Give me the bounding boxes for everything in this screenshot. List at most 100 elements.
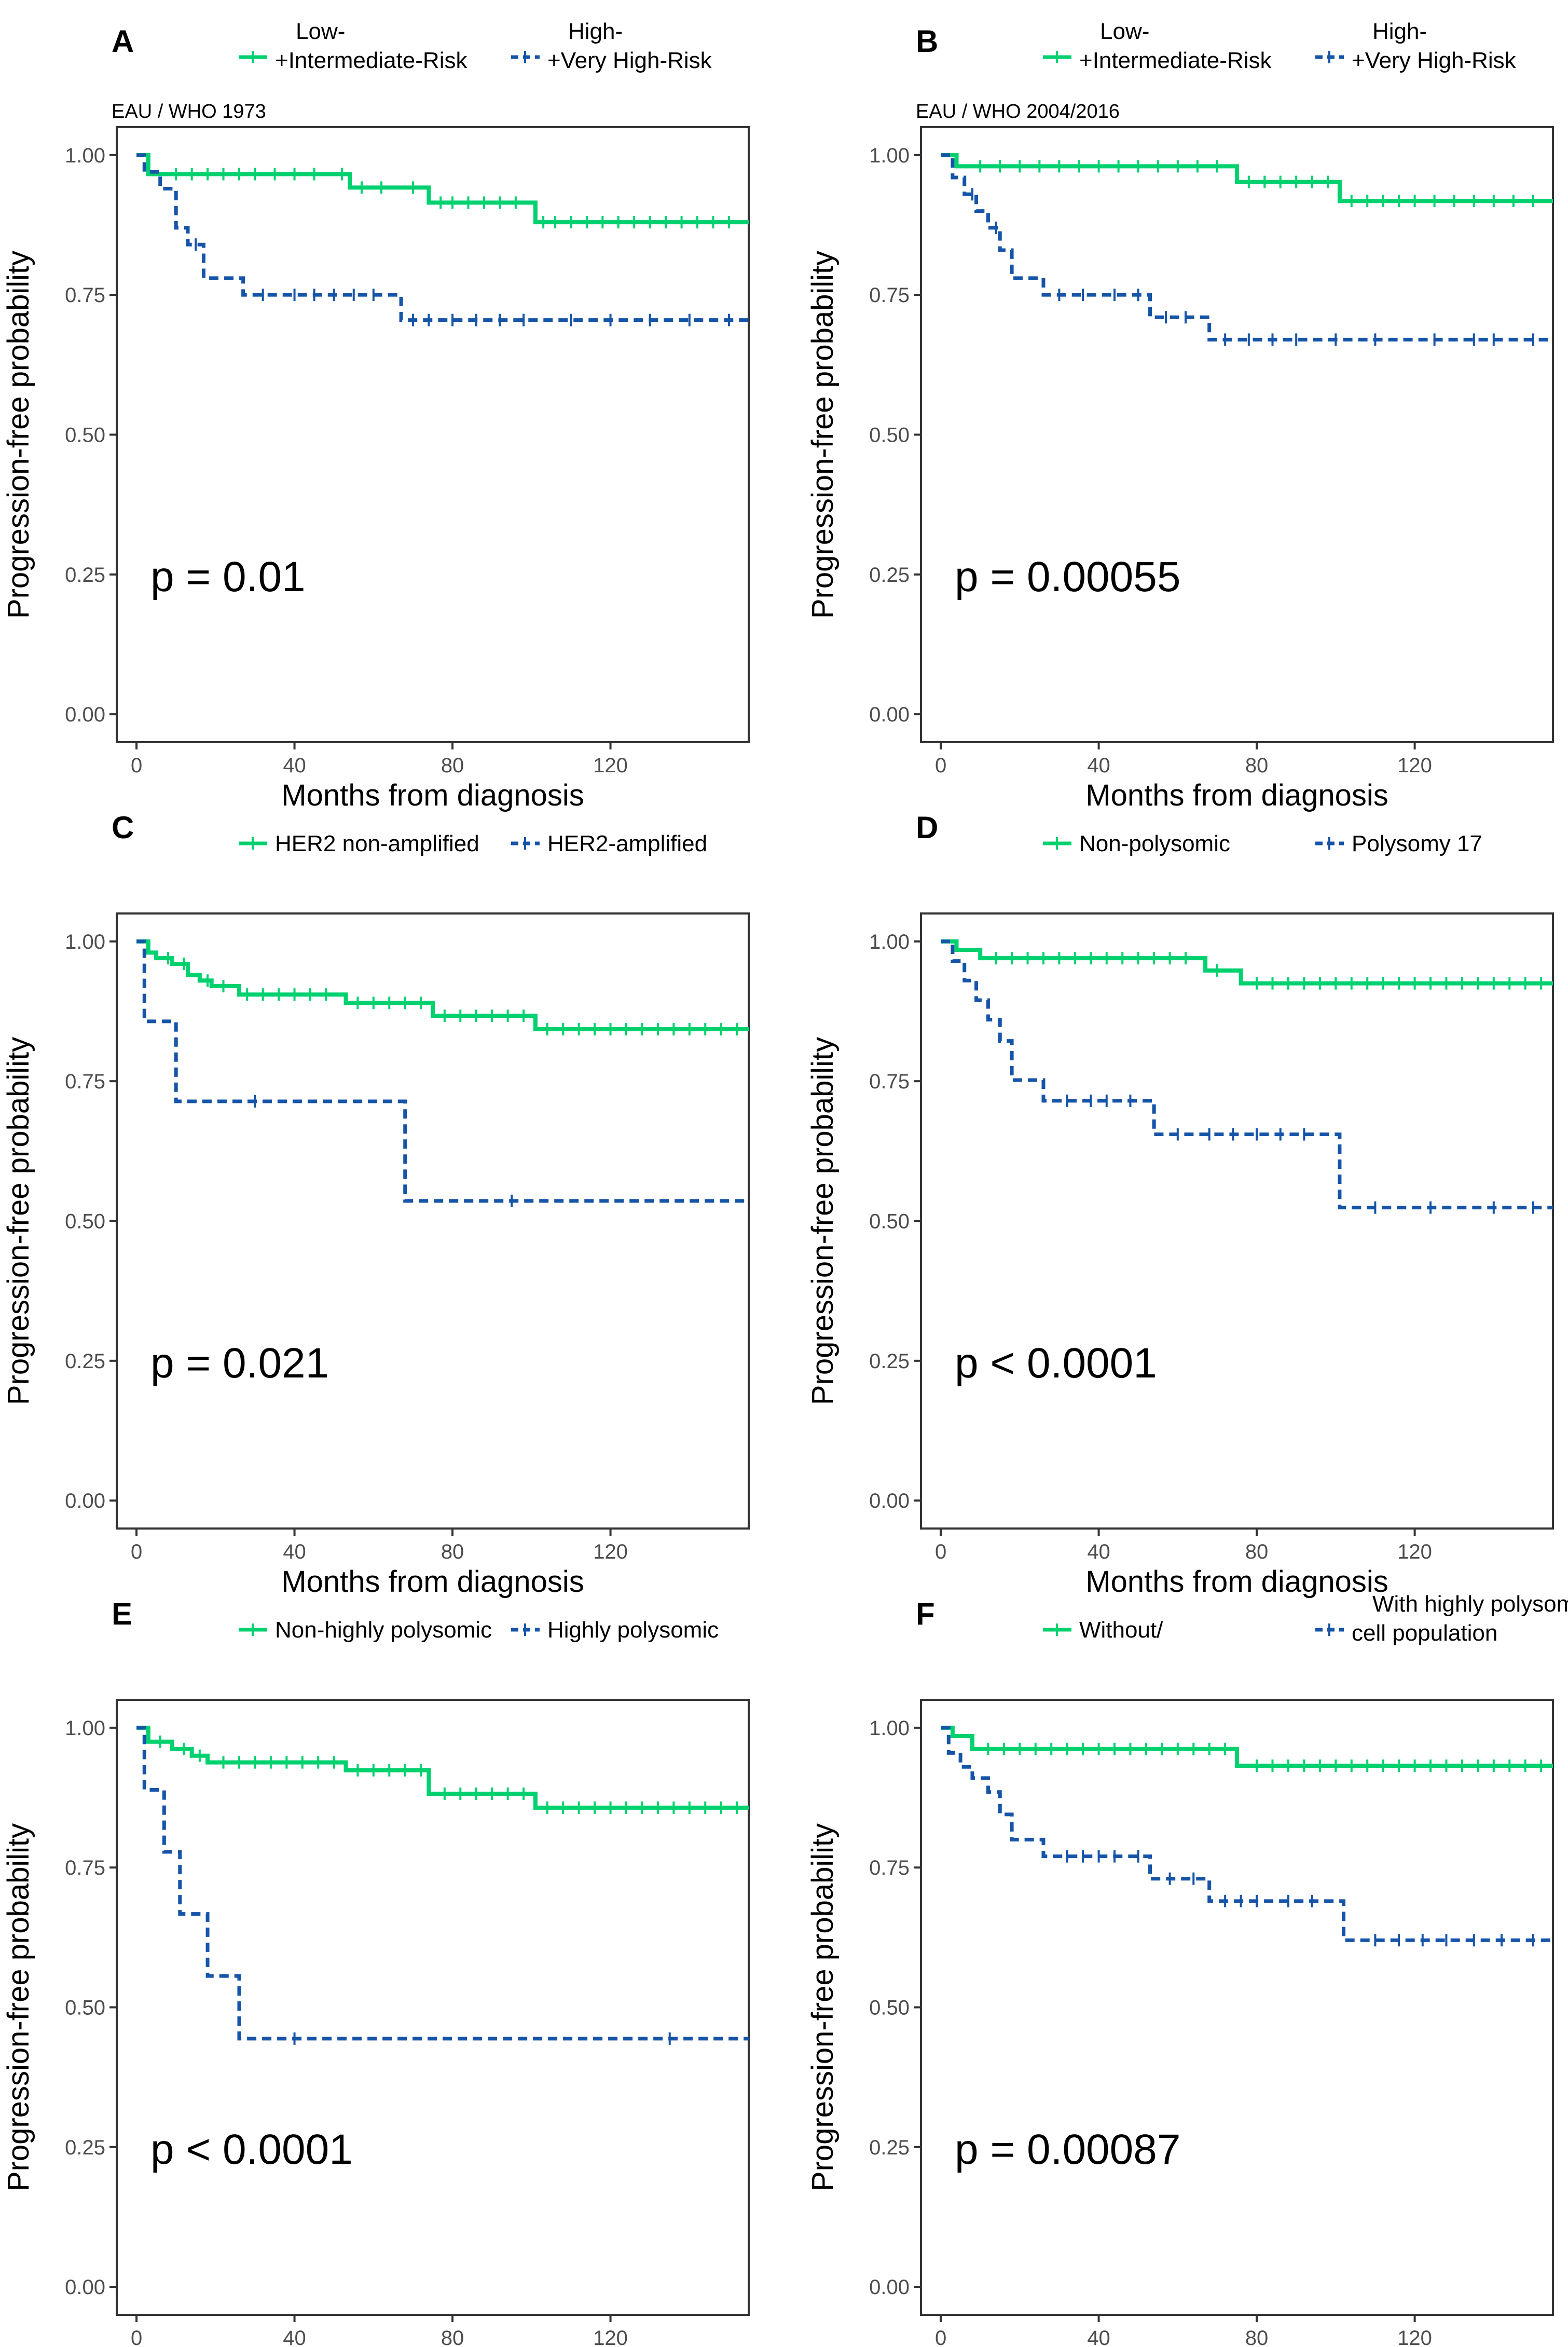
legend-label-1: Without/: [1079, 1617, 1163, 1643]
panel-letter: B: [916, 24, 938, 59]
y-axis-title: Progression-free probability: [806, 1823, 840, 2191]
legend-item-2: High- +Very High-Risk: [1315, 19, 1517, 73]
km-curve-group1: [941, 153, 1553, 203]
legend-label-1: HER2 non-amplified: [275, 831, 479, 856]
km-curve-group1: [941, 1725, 1553, 1768]
x-tick-label: 120: [1397, 754, 1432, 777]
legend-label-1: +Intermediate-Risk: [275, 48, 467, 73]
panel-letter: C: [112, 810, 134, 845]
km-curve-group1: [941, 939, 1553, 986]
y-axis-title: Progression-free probability: [2, 1823, 35, 2191]
y-tick-label: 1.00: [65, 144, 105, 167]
legend-label-2: High-: [568, 19, 623, 44]
y-tick-label: 0.25: [65, 564, 105, 586]
y-tick-label: 1.00: [65, 931, 105, 953]
y-axis-title: Progression-free probability: [806, 1037, 840, 1405]
y-tick-label: 0.50: [65, 1210, 105, 1233]
y-axis-title: Progression-free probability: [2, 251, 35, 619]
p-value-label: p = 0.00055: [955, 553, 1180, 601]
x-tick-label: 40: [283, 1540, 306, 1563]
legend-label-2: HER2-amplified: [547, 831, 707, 856]
panel-f: F Without/With highly polysomic cell popul…: [806, 1591, 1568, 2347]
y-tick-label: 0.25: [65, 1350, 105, 1373]
y-tick-label: 0.75: [65, 1857, 105, 1879]
y-tick-label: 0.50: [65, 1997, 105, 2019]
panel-a: A EAU / WHO 1973 Low- +Intermediate-Risk Hig…: [2, 19, 750, 812]
p-value-label: p = 0.021: [150, 1340, 329, 1387]
panel-e: E Non-highly polysomic Highly polysomic 0.0…: [2, 1596, 750, 2347]
x-axis-title: Months from diagnosis: [281, 1565, 584, 1599]
x-tick-label: 80: [1245, 2327, 1269, 2347]
legend-item-2: With highly polysomic cell population: [1315, 1591, 1568, 1646]
legend-item-1: Low- +Intermediate-Risk: [239, 19, 467, 73]
x-axis-title: Months from diagnosis: [1085, 779, 1388, 812]
legend-item-2: Polysomy 17: [1315, 831, 1482, 856]
panel-b: B EAU / WHO 2004/2016 Low- +Intermediate-Ri…: [806, 19, 1554, 812]
y-tick-label: 0.75: [65, 1070, 105, 1093]
x-tick-label: 40: [1087, 754, 1110, 777]
legend-item-2: Highly polysomic: [511, 1617, 719, 1643]
x-tick-label: 0: [131, 754, 142, 777]
x-tick-label: 120: [1397, 1540, 1432, 1563]
x-axis-title: Months from diagnosis: [1085, 1565, 1388, 1599]
p-value-label: p < 0.0001: [955, 1340, 1157, 1387]
x-tick-label: 0: [935, 2327, 946, 2347]
y-tick-label: 0.25: [869, 2136, 910, 2159]
legend-label-2: High-: [1372, 19, 1427, 44]
y-tick-label: 0.00: [65, 703, 105, 726]
km-curve-group1: [136, 939, 749, 1031]
panel-letter: D: [916, 810, 938, 845]
p-value-label: p < 0.0001: [150, 2126, 353, 2173]
y-tick-label: 0.25: [65, 2136, 105, 2159]
panel-subtitle: EAU / WHO 2004/2016: [916, 101, 1120, 122]
legend-label-1: Non-highly polysomic: [275, 1617, 492, 1643]
x-tick-label: 80: [1245, 754, 1269, 777]
x-tick-label: 120: [593, 754, 628, 777]
y-tick-label: 0.75: [65, 284, 105, 307]
y-axis-title: Progression-free probability: [806, 251, 840, 619]
y-tick-label: 1.00: [869, 1717, 910, 1740]
y-tick-label: 0.50: [869, 1997, 910, 2019]
x-tick-label: 0: [131, 2327, 142, 2347]
legend-label-1: Low-: [296, 19, 345, 44]
x-tick-label: 80: [441, 2327, 464, 2347]
legend-item-1: Non-polysomic: [1043, 831, 1230, 856]
km-curve-group2: [941, 153, 1553, 342]
y-tick-label: 0.25: [869, 1350, 910, 1373]
legend-label-2: Polysomy 17: [1352, 831, 1482, 856]
legend-label-1: Non-polysomic: [1079, 831, 1230, 856]
km-curve-group2: [941, 939, 1553, 1210]
y-tick-label: 1.00: [869, 144, 910, 167]
panel-letter: E: [112, 1596, 132, 1631]
panel-letter: A: [112, 24, 134, 59]
y-tick-label: 0.75: [869, 284, 910, 307]
y-tick-label: 0.00: [65, 1490, 105, 1512]
panel-d: D Non-polysomic Polysomy 17 0.00 0.25 0.50 0.7…: [806, 810, 1554, 1599]
p-value-label: p = 0.00087: [955, 2126, 1180, 2173]
x-tick-label: 120: [1397, 2327, 1432, 2347]
legend-item-2: High- +Very High-Risk: [511, 19, 712, 73]
legend-item-1: HER2 non-amplified: [239, 831, 479, 856]
km-curve-group2: [136, 939, 749, 1203]
x-tick-label: 80: [1245, 1540, 1269, 1563]
x-tick-label: 120: [593, 1540, 628, 1563]
legend-item-1: Non-highly polysomic: [239, 1617, 492, 1643]
y-tick-label: 1.00: [65, 1717, 105, 1740]
km-curve-group2: [941, 1726, 1553, 1942]
x-tick-label: 80: [441, 1540, 464, 1563]
y-tick-label: 0.25: [869, 564, 910, 586]
x-tick-label: 0: [935, 754, 946, 777]
x-tick-label: 40: [1087, 1540, 1110, 1563]
y-tick-label: 0.75: [869, 1857, 910, 1879]
legend-label-2: Highly polysomic: [547, 1617, 719, 1643]
legend-label-2: cell population: [1352, 1620, 1497, 1646]
y-tick-label: 0.50: [869, 1210, 910, 1233]
panel-letter: F: [916, 1596, 935, 1631]
y-axis-title: Progression-free probability: [2, 1037, 35, 1405]
legend-item-1: Low- +Intermediate-Risk: [1043, 19, 1272, 73]
x-tick-label: 40: [1087, 2327, 1110, 2347]
x-tick-label: 120: [593, 2327, 628, 2347]
panel-subtitle: EAU / WHO 1973: [112, 101, 266, 122]
y-tick-label: 0.00: [869, 2276, 910, 2299]
